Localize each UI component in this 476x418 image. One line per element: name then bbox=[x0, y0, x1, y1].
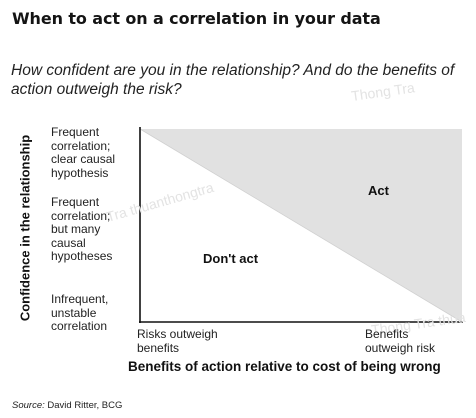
watermark-1: Thong Tra bbox=[350, 79, 416, 104]
y-axis-label-medium: Frequent correlation; but many causal hypoth… bbox=[51, 195, 113, 263]
x-axis-label-right: Benefits outweigh risk bbox=[365, 327, 436, 355]
y-axis-title: Confidence in the relationship bbox=[17, 134, 33, 322]
act-label: Act bbox=[368, 183, 390, 198]
y-axis-label-high: Frequent correlation; clear causal hypothes… bbox=[51, 125, 116, 180]
chart-subtitle: How confident are you in the relationshi… bbox=[11, 62, 455, 98]
y-axis-label-low: Infrequent, unstable correlation bbox=[51, 292, 109, 333]
x-axis-title: Benefits of action relative to cost of b… bbox=[128, 359, 441, 374]
source-note: Source: David Ritter, BCG bbox=[12, 400, 122, 411]
dont-act-label: Don't act bbox=[203, 251, 259, 266]
chart-title: When to act on a correlation in your dat… bbox=[12, 9, 381, 28]
source-text: David Ritter, BCG bbox=[47, 400, 123, 411]
diagonal-divider bbox=[139, 128, 463, 323]
watermark-2: Tra thuanthongtra bbox=[104, 179, 215, 225]
x-axis-label-left: Risks outweigh benefits bbox=[137, 327, 218, 355]
source-prefix: Source: bbox=[12, 400, 45, 411]
